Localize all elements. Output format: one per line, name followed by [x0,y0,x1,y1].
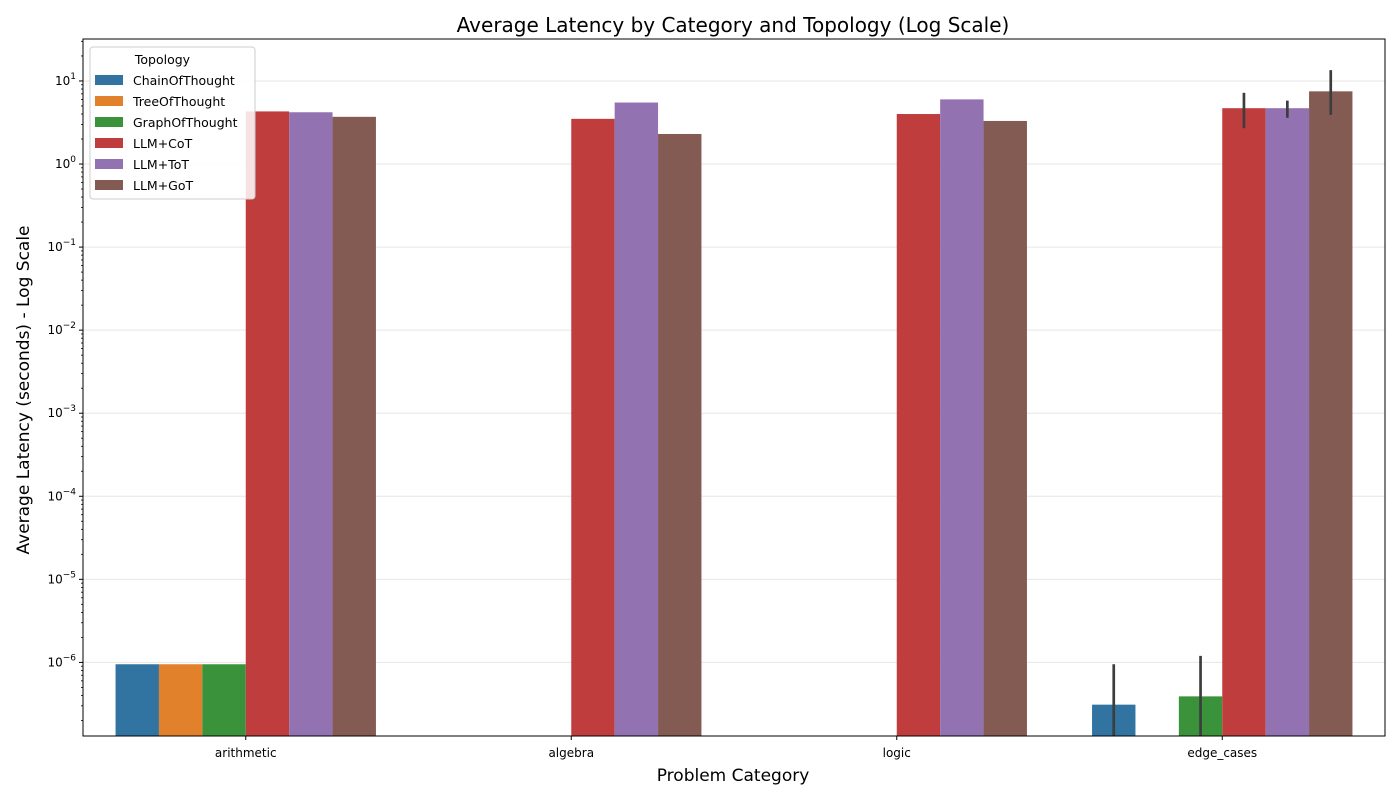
y-tick-label: 10−3 [47,404,76,420]
bar-LLM+CoT-algebra [571,118,615,736]
legend-label-LLM+GoT: LLM+GoT [133,178,194,193]
x-tick-label: logic [883,746,911,760]
legend-swatch-TreeOfThought [95,96,123,106]
bar-LLM+GoT-algebra [658,133,702,736]
x-axis-ticks: arithmetic algebra logic edge_cases [215,736,1257,760]
y-axis-label: Average Latency (seconds) - Log Scale [14,225,34,554]
legend-label-GraphOfThought: GraphOfThought [133,115,238,130]
bar-LLM+GoT-arithmetic [332,116,376,736]
bar-LLM+ToT-arithmetic [289,112,333,737]
y-tick-label: 10−4 [47,487,76,503]
legend-label-LLM+ToT: LLM+ToT [133,157,189,172]
bar-TreeOfThought-arithmetic [158,664,203,736]
y-tick-label: 10−5 [47,570,76,586]
y-tick-label: 10−2 [47,321,76,337]
legend-swatch-LLM+CoT [95,138,123,148]
bar-ChainOfThought-arithmetic [115,664,159,736]
bar-layer [115,91,1353,737]
legend-swatch-ChainOfThought [95,75,123,85]
x-tick-label: arithmetic [215,746,277,760]
x-axis-label: Problem Category [657,766,810,786]
legend-swatch-GraphOfThought [95,117,123,127]
legend-label-TreeOfThought: TreeOfThought [132,94,225,109]
legend-items: ChainOfThought TreeOfThought GraphOfThough… [95,73,238,193]
y-tick-label: 10−1 [47,238,76,254]
plot-frame [82,38,1386,737]
y-tick-label: 10−6 [47,653,76,669]
bar-LLM+ToT-logic [940,99,984,737]
y-axis-ticks: 10−6 10−5 10−4 10−3 10−2 10−1 100 101 [47,40,83,721]
bar-LLM+GoT-logic [983,120,1027,736]
error-bar-layer [1112,70,1333,736]
y-tick-label: 101 [55,72,76,88]
bar-LLM+CoT-arithmetic [245,111,290,737]
bar-GraphOfThought-arithmetic [202,664,246,736]
legend: Topology ChainOfThought TreeOfThought Grap… [89,46,256,200]
bar-LLM+CoT-edge_cases [1222,108,1266,737]
x-tick-label: edge_cases [1187,746,1257,760]
bar-LLM+ToT-algebra [614,102,659,736]
legend-label-LLM+CoT: LLM+CoT [133,136,193,151]
bar-LLM+ToT-edge_cases [1265,108,1310,737]
legend-swatch-LLM+GoT [95,180,123,190]
x-tick-label: algebra [548,746,594,760]
bar-LLM+GoT-edge_cases [1309,91,1353,736]
legend-label-ChainOfThought: ChainOfThought [133,73,235,88]
legend-box [89,46,256,200]
chart-title: Average Latency by Category and Topology… [457,13,1010,37]
bar-LLM+CoT-logic [896,114,941,737]
legend-swatch-LLM+ToT [95,159,123,169]
legend-title: Topology [134,52,191,67]
y-tick-label: 100 [55,155,76,171]
